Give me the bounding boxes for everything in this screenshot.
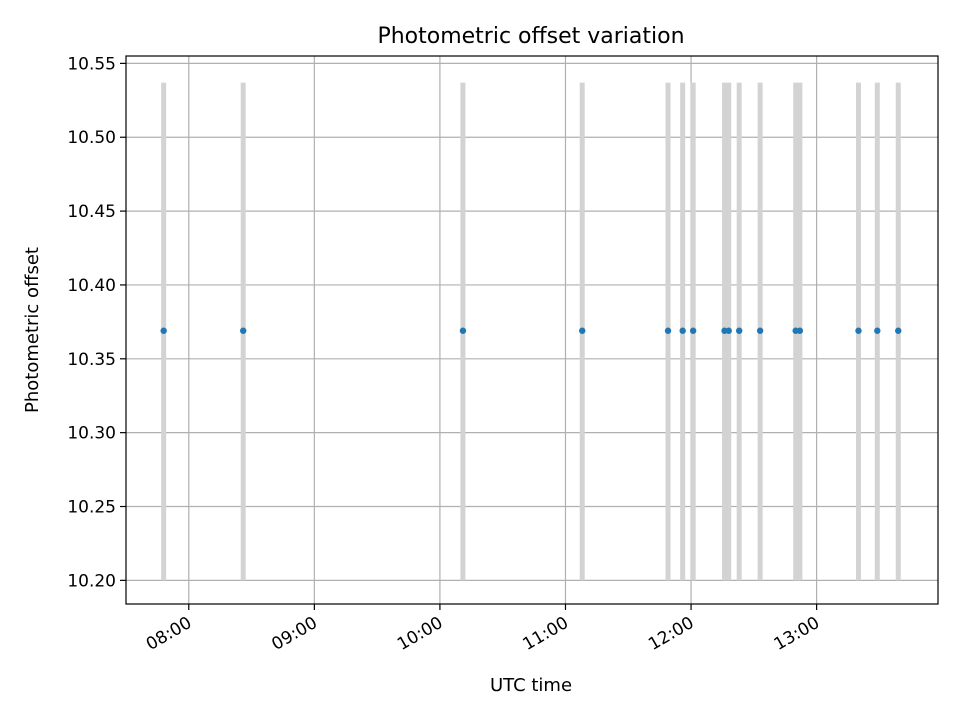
data-point <box>679 327 686 334</box>
y-tick-label: 10.20 <box>67 571 116 591</box>
data-point <box>239 327 247 334</box>
data-point <box>895 327 902 334</box>
data-point <box>579 327 586 334</box>
data-point <box>756 327 764 334</box>
data-point <box>796 327 804 334</box>
y-axis-label: Photometric offset <box>22 247 43 413</box>
data-point <box>689 327 697 334</box>
chart-title: Photometric offset variation <box>377 24 684 49</box>
data-point <box>735 327 743 334</box>
data-point <box>874 327 881 334</box>
data-point <box>459 327 467 334</box>
x-tick-label: 09:00 <box>268 613 320 655</box>
x-tick-label: 11:00 <box>520 613 572 655</box>
data-point <box>160 327 167 334</box>
data-point <box>664 327 672 334</box>
x-tick-label: 13:00 <box>771 613 823 655</box>
y-tick-label: 10.25 <box>67 498 116 518</box>
x-tick-label: 08:00 <box>143 613 195 655</box>
grid-lines <box>126 56 938 604</box>
y-tick-label: 10.55 <box>67 54 116 74</box>
x-tick-label: 12:00 <box>645 613 697 655</box>
x-tick-label: 10:00 <box>394 613 446 655</box>
data-point <box>725 327 732 334</box>
y-tick-label: 10.40 <box>67 276 116 296</box>
y-tick-label: 10.50 <box>67 128 116 148</box>
y-tick-label: 10.30 <box>67 424 116 444</box>
y-axis-ticks: 10.20 10.25 10.30 10.35 10.40 10.45 10.50 10.55 <box>67 54 126 591</box>
y-tick-label: 10.45 <box>67 202 116 222</box>
x-axis-label: UTC time <box>490 675 572 696</box>
plot-frame <box>125 55 939 605</box>
data-point <box>855 327 862 334</box>
y-tick-label: 10.35 <box>67 350 116 370</box>
x-axis-ticks: 08:00 09:00 10:00 11:00 12:00 13:00 <box>143 604 823 655</box>
data-points <box>160 327 902 334</box>
error-bars <box>161 82 901 581</box>
